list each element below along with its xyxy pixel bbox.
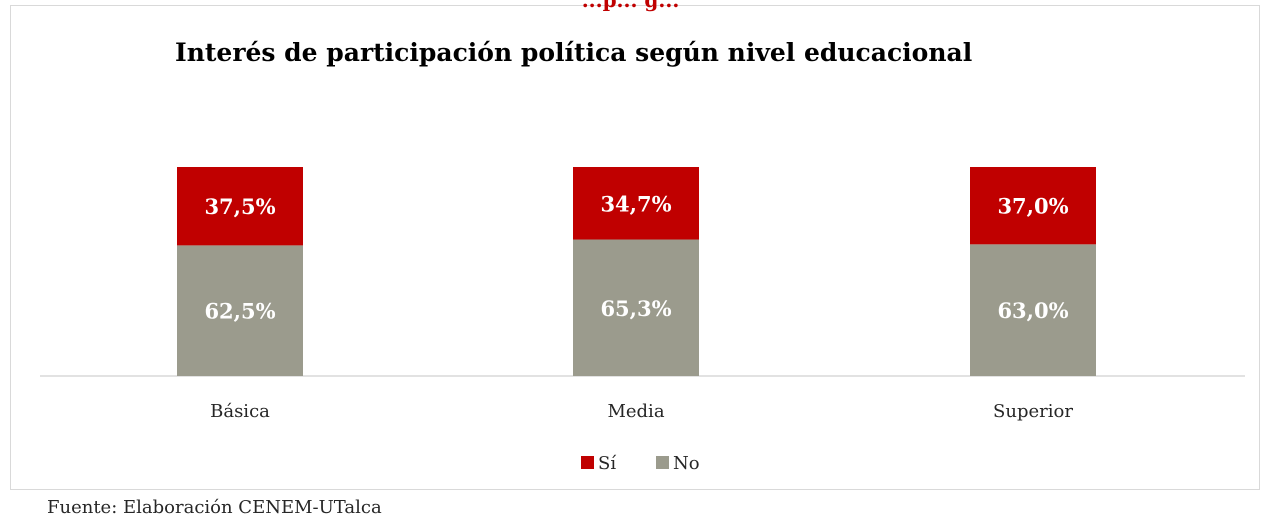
clipped-heading: ...p... g... <box>581 0 680 12</box>
x-tick-label: Media <box>607 401 664 422</box>
legend-swatch-si <box>581 456 594 469</box>
data-label-no-media: 65,3% <box>600 296 671 321</box>
legend-label-si: Sí <box>598 453 616 474</box>
data-label-no-superior: 63,0% <box>997 298 1068 323</box>
bar-no-media <box>573 239 699 376</box>
data-label-si-básica: 37,5% <box>204 194 275 219</box>
legend-label-no: No <box>673 453 700 474</box>
data-label-si-superior: 37,0% <box>997 194 1068 219</box>
x-tick-label: Superior <box>993 401 1073 422</box>
legend-swatch-no <box>656 456 669 469</box>
data-label-si-media: 34,7% <box>600 191 671 216</box>
x-tick-label: Básica <box>210 401 270 422</box>
chart-title: Interés de participación política según … <box>175 38 973 67</box>
bar-si-media <box>573 167 699 240</box>
bar-no-superior <box>970 244 1096 376</box>
bars-group: 62,5% 37,5% 65,3% 34,7% 63,0% 37,0% <box>177 167 1096 376</box>
data-label-no-básica: 62,5% <box>204 299 275 324</box>
legend: Sí No <box>581 453 700 474</box>
bar-si-básica <box>177 167 303 246</box>
x-axis-labels: Básica Media Superior <box>210 401 1073 422</box>
bar-si-superior <box>970 167 1096 245</box>
source-note: Fuente: Elaboración CENEM-UTalca <box>47 497 382 518</box>
bar-no-básica <box>177 245 303 376</box>
